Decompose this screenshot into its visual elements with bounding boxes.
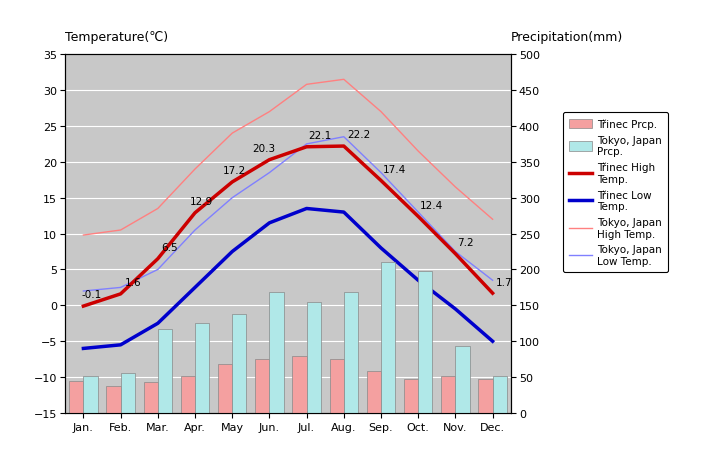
Text: 12.9: 12.9: [189, 197, 212, 207]
Bar: [69, 381, 84, 413]
Text: 22.2: 22.2: [347, 130, 370, 140]
Bar: [367, 372, 381, 413]
Bar: [330, 359, 343, 413]
Bar: [292, 356, 307, 413]
Text: 12.4: 12.4: [420, 200, 444, 210]
Text: 17.4: 17.4: [383, 164, 406, 174]
Bar: [492, 376, 507, 413]
Bar: [418, 271, 432, 413]
Bar: [158, 329, 172, 413]
Text: 1.7: 1.7: [495, 277, 512, 287]
Text: 17.2: 17.2: [223, 166, 246, 176]
Text: Temperature(℃): Temperature(℃): [65, 31, 168, 44]
Bar: [269, 293, 284, 413]
Bar: [84, 376, 97, 413]
Bar: [479, 379, 492, 413]
Bar: [144, 382, 158, 413]
Text: -0.1: -0.1: [81, 290, 102, 300]
Text: 6.5: 6.5: [161, 242, 178, 252]
Text: 7.2: 7.2: [457, 238, 474, 247]
Bar: [344, 293, 358, 413]
Bar: [107, 386, 121, 413]
Bar: [181, 376, 195, 413]
Legend: Třinec Prcp., Tokyo, Japan
Prcp., Třinec High
Temp., Třinec Low
Temp., Tokyo, Ja: Třinec Prcp., Tokyo, Japan Prcp., Třinec…: [563, 113, 668, 273]
Bar: [232, 314, 246, 413]
Text: 1.6: 1.6: [125, 278, 141, 288]
Bar: [256, 359, 269, 413]
Bar: [195, 324, 209, 413]
Bar: [307, 303, 320, 413]
Text: 20.3: 20.3: [253, 144, 276, 154]
Text: Precipitation(mm): Precipitation(mm): [511, 31, 624, 44]
Bar: [120, 373, 135, 413]
Bar: [218, 364, 232, 413]
Bar: [404, 379, 418, 413]
Text: 22.1: 22.1: [308, 131, 332, 141]
Bar: [441, 376, 455, 413]
Bar: [455, 347, 469, 413]
Bar: [381, 263, 395, 413]
